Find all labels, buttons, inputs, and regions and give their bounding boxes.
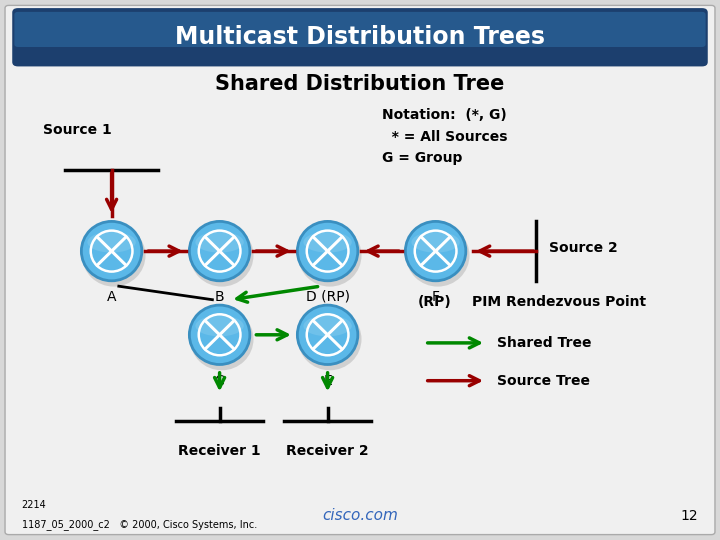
Ellipse shape (190, 224, 253, 287)
Ellipse shape (297, 221, 358, 281)
Text: Source 1: Source 1 (43, 123, 112, 137)
Text: A: A (107, 290, 117, 304)
Ellipse shape (189, 305, 250, 364)
Text: 2214: 2214 (22, 500, 46, 510)
Ellipse shape (298, 224, 361, 287)
Text: PIM Rendezvous Point: PIM Rendezvous Point (472, 295, 646, 309)
Ellipse shape (406, 224, 469, 287)
Text: 12: 12 (681, 509, 698, 523)
Text: Source Tree: Source Tree (497, 374, 590, 388)
Text: 1187_05_2000_c2   © 2000, Cisco Systems, Inc.: 1187_05_2000_c2 © 2000, Cisco Systems, I… (22, 519, 257, 530)
Ellipse shape (195, 315, 244, 336)
Ellipse shape (298, 308, 361, 370)
Text: F: F (431, 290, 440, 304)
Ellipse shape (82, 224, 145, 287)
Ellipse shape (303, 315, 352, 336)
Ellipse shape (195, 232, 244, 253)
Ellipse shape (189, 221, 250, 281)
Text: Notation:  (*, G)
  * = All Sources
G = Group: Notation: (*, G) * = All Sources G = Gro… (382, 108, 507, 165)
Text: Shared Tree: Shared Tree (497, 336, 591, 350)
Text: Multicast Distribution Trees: Multicast Distribution Trees (175, 25, 545, 49)
Text: (RP): (RP) (418, 295, 451, 309)
Ellipse shape (81, 221, 142, 281)
Ellipse shape (87, 232, 136, 253)
Ellipse shape (297, 305, 358, 364)
Ellipse shape (411, 232, 460, 253)
Text: Shared Distribution Tree: Shared Distribution Tree (215, 73, 505, 94)
FancyBboxPatch shape (12, 8, 708, 66)
FancyBboxPatch shape (14, 12, 706, 47)
Text: cisco.com: cisco.com (322, 508, 398, 523)
Text: B: B (215, 290, 225, 304)
Text: C: C (215, 374, 225, 388)
Text: Source 2: Source 2 (549, 241, 617, 255)
Ellipse shape (190, 308, 253, 370)
Text: Receiver 1: Receiver 1 (179, 444, 261, 458)
Text: D (RP): D (RP) (305, 290, 350, 304)
Ellipse shape (405, 221, 466, 281)
Text: E: E (323, 374, 332, 388)
Ellipse shape (303, 232, 352, 253)
Text: Receiver 2: Receiver 2 (287, 444, 369, 458)
